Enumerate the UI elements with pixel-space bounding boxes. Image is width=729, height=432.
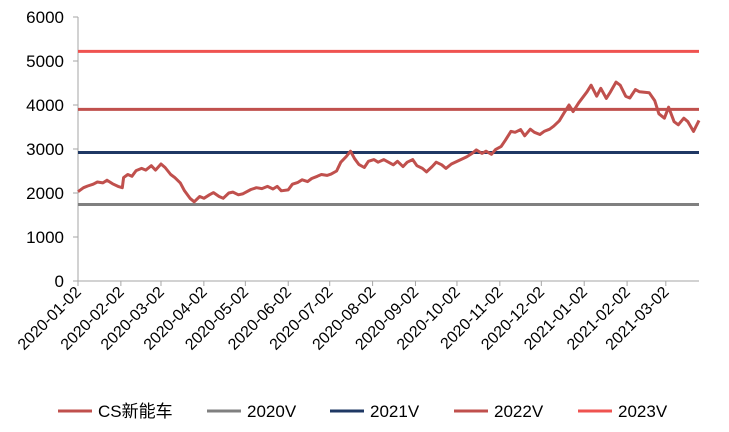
legend-label: 2021V: [370, 402, 420, 421]
y-tick-label: 4000: [26, 96, 64, 115]
series-line-CS新能车: [77, 80, 701, 204]
legend-label: 2020V: [247, 402, 297, 421]
constant-lines: [78, 49, 699, 206]
legend-label: CS新能车: [98, 402, 173, 421]
series-lines: [77, 80, 701, 204]
x-tick-labels: 2020-01-022020-02-022020-03-022020-04-02…: [15, 284, 673, 354]
y-tick-label: 2000: [26, 184, 64, 203]
y-tick-label: 0: [55, 272, 64, 291]
legend: CS新能车 2020V 2021V 2022V 2023V: [58, 402, 668, 421]
y-tick-label: 1000: [26, 228, 64, 247]
y-tick-label: 3000: [26, 140, 64, 159]
y-tick-labels: 0 1000 2000 3000 4000 5000 6000: [26, 8, 64, 291]
legend-label: 2023V: [618, 402, 668, 421]
axes: [73, 16, 699, 286]
y-tick-label: 6000: [26, 8, 64, 27]
y-tick-label: 5000: [26, 52, 64, 71]
legend-label: 2022V: [494, 402, 544, 421]
